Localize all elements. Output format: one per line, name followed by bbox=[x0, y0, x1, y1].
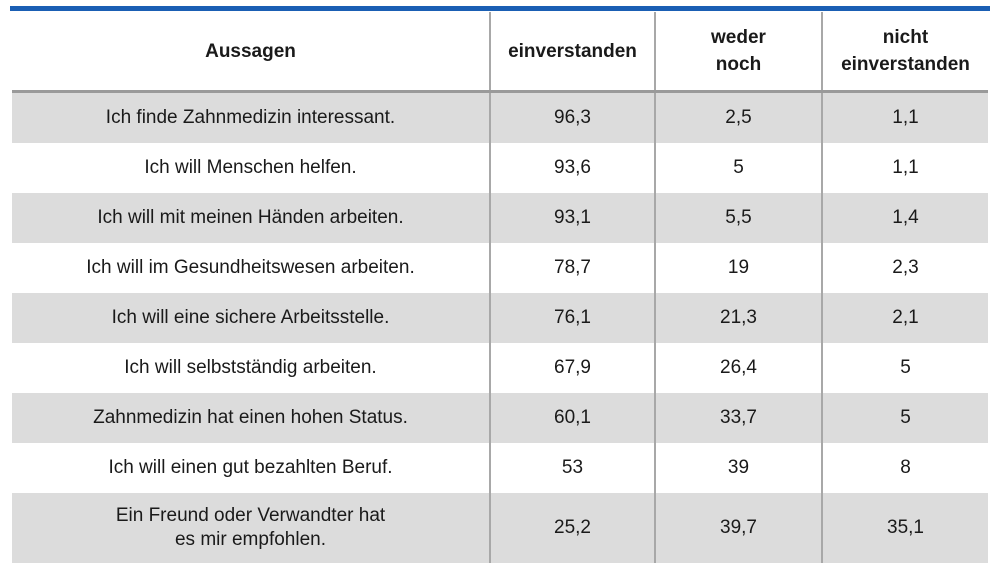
value-cell: 93,1 bbox=[489, 193, 655, 243]
table-row: Ich will im Gesundheitswesen arbeiten. 78… bbox=[12, 243, 988, 293]
table-row: Ich will mit meinen Händen arbeiten. 93,1… bbox=[12, 193, 988, 243]
value-cell: 39 bbox=[654, 443, 822, 493]
value-cell: 1,4 bbox=[821, 193, 988, 243]
value-cell: 2,1 bbox=[821, 293, 988, 343]
value-cell: 21,3 bbox=[654, 293, 822, 343]
table-row: Ich will selbstständig arbeiten. 67,9 26,4… bbox=[12, 343, 988, 393]
value-cell: 60,1 bbox=[489, 393, 655, 443]
survey-table: Aussagen einverstanden weder noch nicht ein… bbox=[12, 12, 988, 563]
value-cell: 93,6 bbox=[489, 143, 655, 193]
value-cell: 26,4 bbox=[654, 343, 822, 393]
table-row: Ich finde Zahnmedizin interessant. 96,3 2,… bbox=[12, 91, 988, 143]
statement-cell: Zahnmedizin hat einen hohen Status. bbox=[12, 393, 490, 443]
value-cell: 5 bbox=[821, 393, 988, 443]
value-cell: 76,1 bbox=[489, 293, 655, 343]
statement-cell: Ich will Menschen helfen. bbox=[144, 157, 357, 178]
value-cell: 39,7 bbox=[654, 493, 822, 563]
table-row: Ich will Menschen helfen. 93,6 5 1,1 bbox=[12, 143, 988, 193]
value-cell: 35,1 bbox=[821, 493, 988, 563]
table-row: Zahnmedizin hat einen hohen Status. 60,1 3… bbox=[12, 393, 988, 443]
column-header: weder noch bbox=[654, 12, 822, 93]
value-cell: 1,1 bbox=[821, 143, 988, 193]
value-cell: 5 bbox=[654, 143, 822, 193]
column-header: Aussagen bbox=[12, 12, 490, 93]
value-cell: 96,3 bbox=[489, 91, 655, 143]
value-cell: 2,5 bbox=[654, 91, 822, 143]
column-header: einverstanden bbox=[489, 12, 655, 93]
statement-cell: Ich will mit meinen Händen arbeiten. bbox=[12, 193, 490, 243]
statement-cell: Ich will eine sichere Arbeitsstelle. bbox=[12, 293, 490, 343]
value-cell: 67,9 bbox=[489, 343, 655, 393]
value-cell: 53 bbox=[489, 443, 655, 493]
column-header: nicht einverstanden bbox=[821, 12, 988, 93]
table-row: Ich will einen gut bezahlten Beruf. 53 39 8 bbox=[12, 443, 988, 493]
table-row: Ich will eine sichere Arbeitsstelle. 76,1… bbox=[12, 293, 988, 343]
value-cell: 5,5 bbox=[654, 193, 822, 243]
value-cell: 19 bbox=[654, 243, 822, 293]
statement-cell: Ich will im Gesundheitswesen arbeiten. bbox=[86, 257, 415, 278]
table-row: Ein Freund oder Verwandter hat es mir em… bbox=[12, 493, 988, 563]
value-cell: 33,7 bbox=[654, 393, 822, 443]
top-border bbox=[10, 6, 990, 11]
statement-cell: Ich finde Zahnmedizin interessant. bbox=[12, 91, 490, 143]
value-cell: 5 bbox=[821, 343, 988, 393]
value-cell: 1,1 bbox=[821, 91, 988, 143]
header-row: Aussagen einverstanden weder noch nicht ein… bbox=[12, 12, 988, 93]
table-body: Ich finde Zahnmedizin interessant. 96,3 2,… bbox=[12, 91, 988, 563]
statement-cell: Ich will selbstständig arbeiten. bbox=[124, 357, 377, 378]
value-cell: 25,2 bbox=[489, 493, 655, 563]
statement-cell: Ein Freund oder Verwandter hat es mir em… bbox=[12, 493, 490, 563]
value-cell: 2,3 bbox=[821, 243, 988, 293]
value-cell: 78,7 bbox=[489, 243, 655, 293]
value-cell: 8 bbox=[821, 443, 988, 493]
statement-cell: Ich will einen gut bezahlten Beruf. bbox=[108, 457, 393, 478]
